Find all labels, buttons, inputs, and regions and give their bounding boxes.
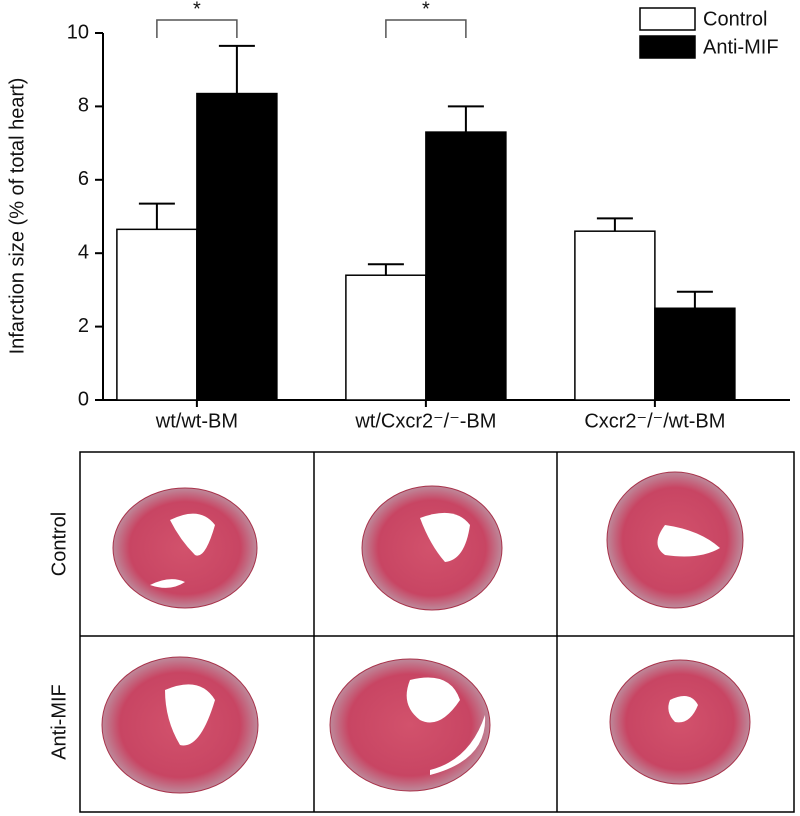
y-tick-label: 2 bbox=[78, 315, 89, 337]
bar bbox=[654, 307, 736, 401]
image-panel: Control Anti-MIF bbox=[48, 451, 795, 813]
significance-label: * bbox=[193, 0, 201, 20]
heart-section bbox=[101, 656, 259, 794]
bar bbox=[196, 92, 278, 401]
legend-swatch bbox=[639, 7, 696, 31]
heart-section bbox=[112, 487, 258, 609]
heart-section bbox=[606, 471, 744, 609]
y-tick-label: 8 bbox=[78, 95, 89, 117]
error-bar bbox=[367, 263, 404, 276]
error-bar bbox=[676, 290, 713, 309]
row-label: Control bbox=[48, 512, 70, 576]
significance-bracket bbox=[385, 19, 467, 38]
significance-label: * bbox=[422, 0, 430, 20]
heart-section bbox=[609, 659, 751, 785]
y-axis-label: Infarction size (% of total heart) bbox=[6, 78, 28, 355]
bar bbox=[425, 131, 507, 401]
x-tick-label: wt/Cxcr2⁻/⁻-BM bbox=[354, 410, 496, 432]
error-bar bbox=[447, 105, 484, 133]
error-bar bbox=[218, 44, 255, 94]
panel-frame bbox=[79, 451, 795, 813]
row-label: Anti-MIF bbox=[48, 684, 70, 760]
x-tick-label: Cxcr2⁻/⁻/wt-BM bbox=[584, 410, 725, 432]
y-tick-label: 10 bbox=[67, 21, 89, 43]
bar bbox=[574, 230, 656, 401]
bar bbox=[345, 274, 427, 401]
legend-swatch bbox=[639, 35, 696, 59]
y-tick-label: 0 bbox=[78, 388, 89, 410]
heart-section bbox=[361, 485, 503, 611]
y-tick-label: 6 bbox=[78, 168, 89, 190]
legend-label: Control bbox=[703, 8, 767, 30]
legend-label: Anti-MIF bbox=[703, 36, 779, 58]
significance-bracket bbox=[156, 19, 238, 38]
y-tick-label: 4 bbox=[78, 241, 89, 263]
heart-section bbox=[329, 658, 491, 792]
error-bar bbox=[138, 202, 175, 230]
bar bbox=[116, 228, 198, 401]
error-bar bbox=[596, 217, 633, 232]
x-tick-label: wt/wt-BM bbox=[155, 410, 238, 432]
